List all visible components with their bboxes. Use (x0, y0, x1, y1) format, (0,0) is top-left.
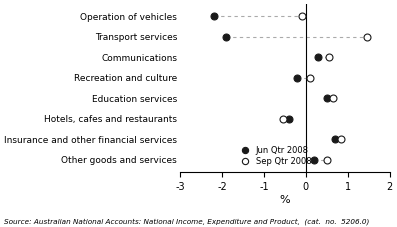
Text: Source: Australian National Accounts: National Income, Expenditure and Product, : Source: Australian National Accounts: Na… (4, 218, 369, 225)
X-axis label: %: % (279, 195, 290, 205)
Legend: Jun Qtr 2008, Sep Qtr 2008: Jun Qtr 2008, Sep Qtr 2008 (237, 146, 311, 166)
